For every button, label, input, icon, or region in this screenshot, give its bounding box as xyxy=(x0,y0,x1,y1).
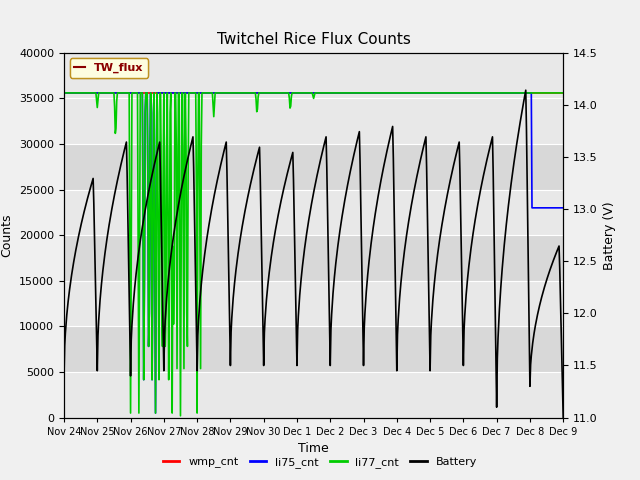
li77_cnt xyxy=(192,90,200,96)
li77_cnt xyxy=(404,90,412,96)
Bar xyxy=(64,281,563,326)
li75_cnt xyxy=(515,90,522,96)
Battery xyxy=(559,415,567,420)
li77_cnt xyxy=(60,90,68,96)
Bar xyxy=(64,53,563,98)
Battery xyxy=(514,136,522,142)
Battery xyxy=(522,87,530,93)
li77_cnt xyxy=(515,90,522,96)
li75_cnt xyxy=(60,90,68,96)
Line: li75_cnt: li75_cnt xyxy=(64,93,563,413)
wmp_cnt xyxy=(170,90,177,96)
li77_cnt xyxy=(559,90,567,96)
X-axis label: Time: Time xyxy=(298,442,329,455)
li75_cnt xyxy=(404,90,412,96)
wmp_cnt xyxy=(354,90,362,96)
Legend: TW_flux: TW_flux xyxy=(70,59,148,77)
Title: Twitchel Rice Flux Counts: Twitchel Rice Flux Counts xyxy=(217,33,410,48)
li77_cnt xyxy=(307,90,314,96)
Bar xyxy=(64,144,563,190)
Bar xyxy=(64,53,563,98)
wmp_cnt xyxy=(403,90,411,96)
Legend: wmp_cnt, li75_cnt, li77_cnt, Battery: wmp_cnt, li75_cnt, li77_cnt, Battery xyxy=(158,452,482,472)
li77_cnt xyxy=(177,413,184,419)
li77_cnt xyxy=(170,321,177,327)
li75_cnt xyxy=(192,90,200,96)
Y-axis label: Battery (V): Battery (V) xyxy=(604,201,616,269)
wmp_cnt xyxy=(559,90,567,96)
li77_cnt xyxy=(355,90,362,96)
Line: Battery: Battery xyxy=(64,90,563,418)
Bar xyxy=(64,326,563,372)
wmp_cnt xyxy=(306,90,314,96)
li75_cnt xyxy=(559,205,567,211)
Battery xyxy=(306,213,314,219)
wmp_cnt xyxy=(191,90,199,96)
wmp_cnt xyxy=(514,90,522,96)
Y-axis label: Counts: Counts xyxy=(1,214,13,257)
Bar xyxy=(64,235,563,281)
Bar xyxy=(64,7,563,53)
li75_cnt xyxy=(307,90,314,96)
Battery xyxy=(191,246,199,252)
li75_cnt xyxy=(170,90,178,96)
Battery xyxy=(354,134,362,140)
Bar xyxy=(64,98,563,144)
Bar xyxy=(64,190,563,235)
Battery xyxy=(403,228,411,234)
li75_cnt xyxy=(152,410,159,416)
wmp_cnt xyxy=(60,90,68,96)
Battery xyxy=(170,233,177,239)
Battery xyxy=(60,373,68,379)
Line: li77_cnt: li77_cnt xyxy=(64,93,563,416)
Bar xyxy=(64,372,563,418)
li75_cnt xyxy=(355,90,362,96)
